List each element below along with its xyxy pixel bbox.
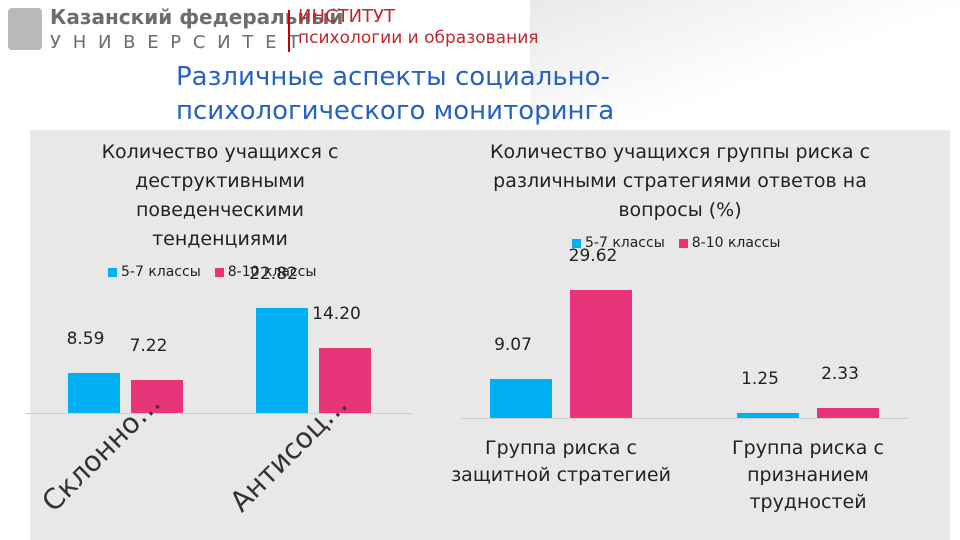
bar (318, 347, 371, 413)
legend-swatch (108, 268, 117, 277)
institute-title: ИНСТИТУТ (298, 6, 395, 27)
decoration (530, 0, 960, 120)
university-name: Казанский федеральный (50, 5, 344, 29)
legend-label: 8-10 классы (691, 235, 781, 251)
value-label: 2.33 (821, 363, 859, 384)
bar (737, 412, 799, 418)
divider (288, 10, 290, 52)
legend-label: 5-7 классы (585, 235, 665, 251)
value-label: 7.22 (129, 335, 168, 356)
institute-subtitle: психологии и образования (298, 28, 539, 48)
bar (255, 308, 308, 413)
axis-line (25, 413, 413, 414)
legend-label: 8-10 классы (227, 264, 317, 280)
value-label: 1.25 (741, 368, 779, 389)
bar (570, 290, 632, 418)
x-tick-label: Группа риска с признанием трудностей (732, 437, 884, 513)
bar (130, 379, 183, 413)
legend-swatch (572, 239, 581, 248)
value-label: 22.82 (249, 264, 298, 284)
bar (817, 407, 879, 418)
bar (67, 373, 120, 413)
legend-swatch (214, 268, 224, 277)
chart-title: Количество учащихся группы риска с разли… (489, 141, 871, 221)
chart-title: Количество учащихся с деструктивными пов… (101, 141, 339, 250)
slide-title-line: Различные аспекты социально- (176, 62, 610, 92)
value-label: 9.07 (494, 334, 532, 355)
axis-line (461, 418, 908, 419)
logo (8, 8, 42, 50)
x-tick-label: Группа риска с защитной стратегией (451, 437, 671, 486)
chart-panel (30, 130, 950, 540)
bar (490, 378, 552, 418)
legend-swatch (678, 239, 688, 248)
value-label: 8.59 (66, 329, 105, 350)
slide-title-line: психологического мониторинга (176, 96, 615, 126)
value-label: 29.62 (568, 246, 618, 266)
slide-title: Различные аспекты социально- психологиче… (176, 60, 614, 128)
university-word: У Н И В Е Р С И Т Е Т (50, 32, 303, 53)
value-label: 14.20 (312, 303, 361, 324)
legend-label: 5-7 классы (121, 264, 201, 280)
